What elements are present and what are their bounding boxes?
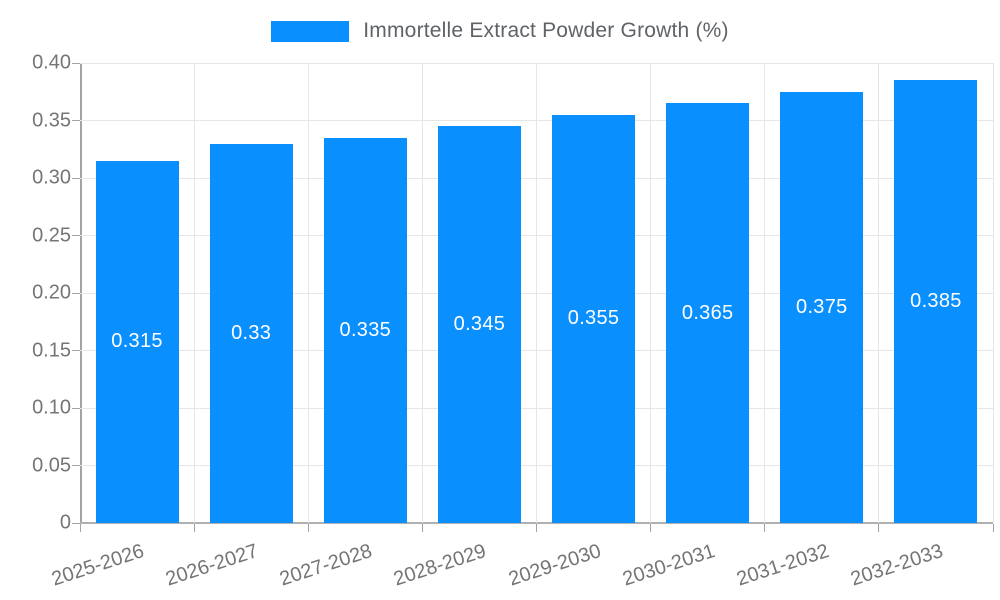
chart-legend: Immortelle Extract Powder Growth (%) — [0, 14, 1000, 48]
gridline-v — [421, 63, 423, 523]
legend-swatch — [271, 20, 350, 42]
plot-area: 0 0.05 0.10 0.15 0.20 0.25 0.30 0.35 0.40 0.315 0.… — [32, 52, 994, 590]
x-tick — [79, 524, 81, 532]
y-tick — [72, 522, 80, 524]
y-tick-label: 0.25 — [32, 224, 71, 246]
y-tick — [72, 407, 80, 409]
gridline-v — [878, 63, 880, 523]
y-tick-label: 0.10 — [32, 396, 71, 419]
y-tick-label: 0.35 — [32, 109, 71, 131]
x-tick — [536, 524, 537, 532]
bar-value-label: 0.345 — [453, 313, 506, 336]
bar-value-label: 0.335 — [339, 318, 392, 341]
bar-value-label: 0.365 — [681, 301, 734, 324]
y-tick — [72, 465, 80, 466]
gridline-v — [992, 63, 994, 523]
x-axis-line — [80, 522, 993, 524]
bar-value-label: 0.33 — [231, 321, 272, 344]
y-tick-label: 0.15 — [32, 339, 71, 361]
legend-label: Immortelle Extract Powder Growth (%) — [363, 19, 729, 42]
y-tick — [72, 292, 80, 294]
x-tick — [992, 524, 994, 532]
y-tick-label: 0 — [59, 511, 71, 534]
gridline-v — [307, 63, 309, 523]
y-tick-label: 0.20 — [32, 281, 71, 304]
gridline-v — [193, 63, 195, 523]
bar: 0.315 — [95, 160, 179, 523]
x-tick — [307, 524, 309, 532]
bar: 0.33 — [209, 143, 293, 523]
bar-value-label: 0.315 — [111, 330, 163, 353]
bar-value-label: 0.385 — [910, 290, 962, 313]
x-tick — [764, 524, 766, 532]
y-tick — [72, 120, 80, 121]
bar-value-label: 0.375 — [796, 295, 848, 318]
bar: 0.355 — [552, 114, 636, 523]
bar-value-label: 0.355 — [567, 307, 620, 330]
gridline-v — [650, 63, 652, 523]
y-tick — [72, 235, 80, 236]
bar: 0.345 — [437, 126, 521, 523]
x-tick — [193, 524, 195, 532]
y-tick-label: 0.05 — [32, 454, 71, 476]
x-tick — [421, 524, 423, 532]
x-tick — [878, 524, 880, 532]
y-tick — [72, 350, 80, 351]
bar: 0.365 — [666, 103, 750, 523]
y-tick — [72, 62, 80, 64]
y-tick — [72, 177, 80, 179]
x-tick — [650, 524, 652, 532]
gridline-v — [764, 63, 766, 523]
bar: 0.335 — [323, 137, 407, 523]
y-tick-label: 0.40 — [32, 51, 71, 74]
y-tick-label: 0.30 — [32, 166, 71, 189]
gridline-v — [536, 63, 537, 523]
bar: 0.375 — [780, 91, 864, 523]
bar: 0.385 — [894, 80, 978, 523]
